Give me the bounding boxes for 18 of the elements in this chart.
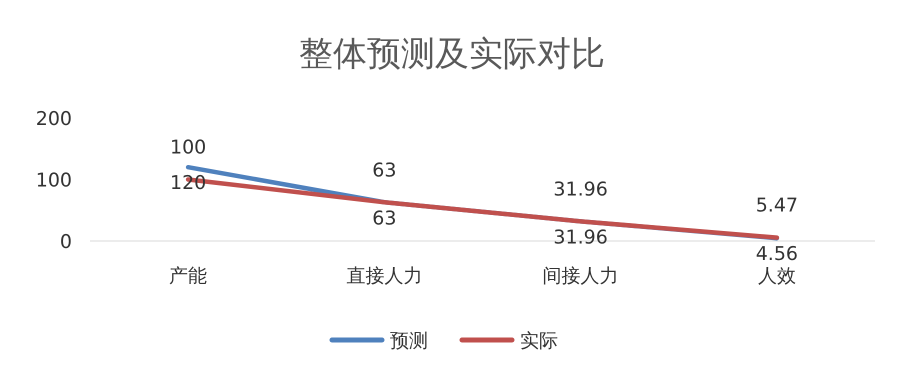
data-label: 31.96	[553, 226, 608, 248]
x-tick-label: 间接人力	[542, 265, 619, 287]
legend-label: 预测	[390, 330, 428, 352]
x-tick-label: 人效	[758, 265, 796, 287]
data-label: 120	[170, 172, 206, 194]
data-label: 63	[372, 207, 396, 230]
data-label: 5.47	[756, 194, 798, 217]
chart-title: 整体预测及实际对比	[299, 34, 605, 74]
legend-label: 实际	[520, 330, 558, 352]
data-label: 4.56	[756, 243, 798, 266]
x-tick-label: 直接人力	[346, 265, 422, 287]
y-tick-label: 0	[60, 231, 72, 253]
data-label: 63	[372, 159, 396, 182]
y-tick-label: 200	[36, 108, 72, 130]
x-tick-label: 产能	[169, 265, 208, 287]
y-tick-label: 100	[36, 170, 72, 192]
data-label: 100	[170, 136, 206, 158]
data-label: 31.96	[553, 178, 608, 200]
